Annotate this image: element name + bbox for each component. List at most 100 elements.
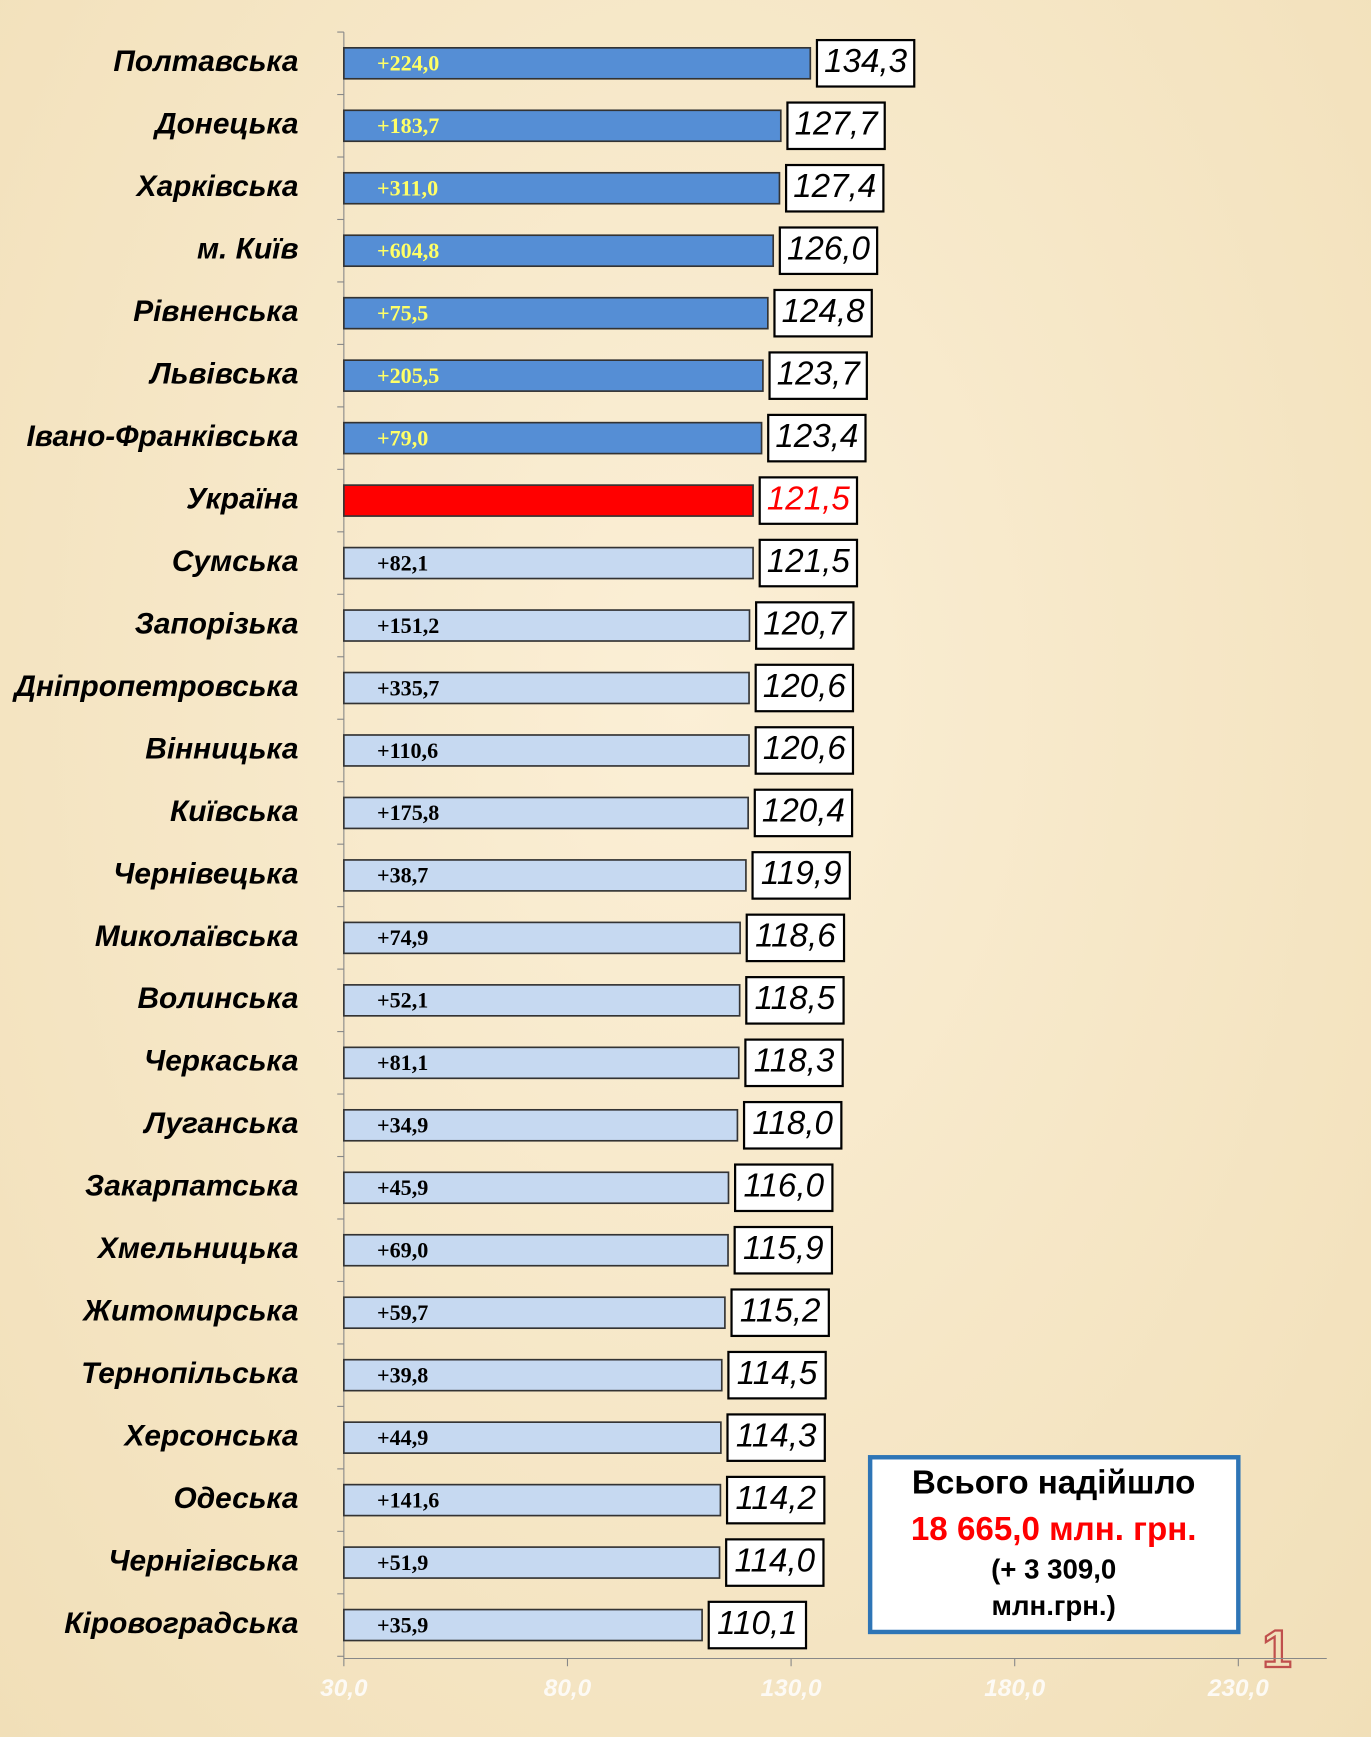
value-label: 127,7	[795, 106, 880, 143]
bar	[343, 984, 741, 1017]
value-label: 118,6	[755, 918, 836, 955]
bar-annotation: +38,7	[377, 863, 428, 888]
category-label: Сумська	[172, 545, 299, 578]
value-label-box	[778, 226, 879, 276]
category-label: Запорізька	[135, 607, 299, 640]
bar-annotation: +35,9	[377, 1612, 428, 1637]
value-label-box	[755, 601, 855, 650]
category-label: Дніпропетровська	[11, 670, 298, 703]
category-label: Кіровоградська	[64, 1607, 298, 1640]
value-label: 118,0	[752, 1105, 833, 1142]
bar-annotation: +81,1	[377, 1050, 428, 1075]
category-label: Харківська	[135, 170, 299, 203]
value-label: 114,5	[737, 1355, 818, 1392]
value-label-box	[815, 38, 916, 88]
value-label: 127,4	[793, 168, 876, 205]
bar	[343, 1296, 726, 1330]
value-label-box	[730, 1288, 830, 1338]
value-label: 124,8	[782, 293, 866, 330]
bar-annotation: +311,0	[377, 176, 438, 201]
page-number: 1	[1262, 1620, 1292, 1679]
x-tick-label: 80,0	[544, 1675, 592, 1702]
bar	[343, 859, 747, 892]
category-label: Луганська	[142, 1107, 298, 1140]
value-label: 120,6	[763, 730, 847, 767]
bar	[343, 1546, 721, 1579]
info-line: Всього надійшло	[912, 1465, 1195, 1502]
category-label: Київська	[170, 795, 299, 828]
bar-annotation: +74,9	[377, 925, 428, 950]
bar	[343, 1358, 723, 1392]
value-label: 121,5	[767, 543, 851, 580]
value-label-box	[744, 1038, 844, 1088]
bar-annotation: +224,0	[377, 51, 439, 76]
bar	[343, 1108, 739, 1142]
value-label-box	[727, 1350, 827, 1400]
value-label-box	[767, 413, 867, 463]
category-label: Черкаська	[144, 1045, 298, 1078]
category-label: Вінницька	[145, 732, 298, 765]
category-label: Миколаївська	[95, 920, 299, 953]
value-label-box	[742, 1100, 843, 1150]
category-label: Закарпатська	[85, 1170, 298, 1203]
bar	[343, 1046, 740, 1080]
bar-annotation: +183,7	[377, 113, 439, 138]
category-label: Житомирська	[81, 1295, 298, 1328]
value-label-box	[733, 1225, 834, 1275]
value-label: 114,0	[735, 1542, 816, 1579]
bar-annotation: +75,5	[377, 300, 428, 325]
value-label: 116,0	[744, 1168, 825, 1205]
bar	[343, 109, 782, 143]
value-label: 123,4	[775, 418, 858, 455]
category-label: Полтавська	[113, 45, 298, 78]
value-label-box	[726, 1413, 826, 1462]
bar-annotation: +82,1	[377, 550, 428, 575]
bar	[343, 921, 741, 955]
value-label: 115,2	[740, 1292, 821, 1329]
value-label: 114,3	[736, 1417, 817, 1454]
value-label: 134,3	[824, 43, 908, 80]
bar	[343, 171, 781, 205]
value-label-box	[751, 851, 851, 900]
value-label-box	[745, 913, 846, 963]
category-label: Херсонська	[123, 1420, 299, 1453]
category-label: Рівненська	[133, 295, 298, 328]
value-label: 126,0	[787, 230, 871, 267]
category-label: Чернігівська	[108, 1544, 298, 1577]
bar	[343, 671, 750, 705]
category-label: Донецька	[152, 108, 298, 141]
value-label-box	[768, 351, 868, 400]
category-label: Одеська	[173, 1482, 298, 1515]
value-label-box	[786, 101, 886, 151]
bar	[343, 1421, 722, 1454]
bar	[343, 296, 769, 330]
value-label-box	[753, 788, 854, 838]
bar-annotation: +59,7	[377, 1300, 428, 1325]
bar-annotation: +45,9	[377, 1175, 428, 1200]
bar-annotation: +44,9	[377, 1425, 428, 1450]
category-label: Хмельницька	[96, 1232, 299, 1265]
value-label-box	[784, 163, 885, 213]
value-label: 121,5	[767, 480, 851, 517]
value-label: 114,2	[735, 1480, 816, 1517]
value-label: 118,3	[754, 1043, 835, 1080]
value-label: 118,5	[755, 980, 836, 1017]
bar	[343, 421, 763, 455]
bar	[343, 609, 751, 642]
bar-annotation: +34,9	[377, 1113, 428, 1138]
bar-annotation: +79,0	[377, 425, 428, 450]
bar	[343, 546, 754, 580]
bar-annotation: +69,0	[377, 1238, 428, 1263]
value-label: 123,7	[777, 355, 862, 392]
bar-annotation: +51,9	[377, 1550, 428, 1575]
category-label: Волинська	[138, 982, 299, 1015]
bar-annotation: +141,6	[377, 1487, 439, 1512]
value-label-box	[745, 976, 845, 1025]
bar-annotation: +205,5	[377, 363, 439, 388]
bar	[343, 484, 754, 517]
value-label-box	[734, 1163, 834, 1213]
x-tick-label: 230,0	[1207, 1675, 1269, 1702]
category-label: Івано-Франківська	[27, 420, 299, 453]
category-label: Україна	[186, 482, 298, 515]
